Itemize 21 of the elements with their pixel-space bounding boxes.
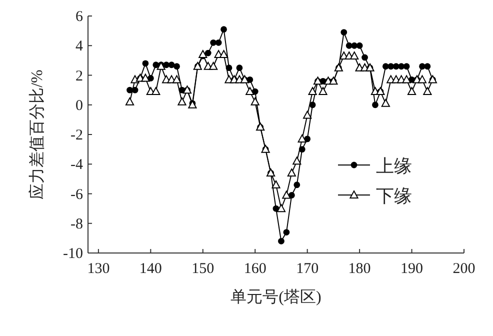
x-tick-label: 140 (139, 261, 162, 277)
y-tick-label: -6 (70, 186, 84, 203)
x-tick-label: 170 (296, 261, 319, 277)
y-tick-label: -8 (70, 216, 83, 232)
y-tick-label: -2 (70, 128, 83, 144)
x-tick-label: 200 (452, 261, 476, 277)
y-tick-label: 0 (76, 98, 83, 114)
x-tick-label: 160 (244, 261, 266, 277)
legend-label: 上缘 (376, 156, 412, 176)
y-axis-title: 应力差值百分比/% (28, 70, 46, 200)
x-tick-label: 150 (192, 261, 214, 277)
y-tick-label: -10 (63, 246, 83, 262)
y-tick-label: 2 (76, 68, 83, 84)
legend-label: 下缘 (376, 186, 412, 206)
y-tick-label: -4 (70, 157, 84, 174)
x-tick-label: 180 (348, 261, 371, 277)
y-tick-label: 4 (76, 38, 84, 55)
x-tick-label: 130 (87, 261, 110, 277)
x-axis-title: 单元号(塔区) (230, 288, 322, 306)
x-tick-label: 190 (400, 261, 424, 277)
y-tick-label: 6 (76, 9, 84, 25)
